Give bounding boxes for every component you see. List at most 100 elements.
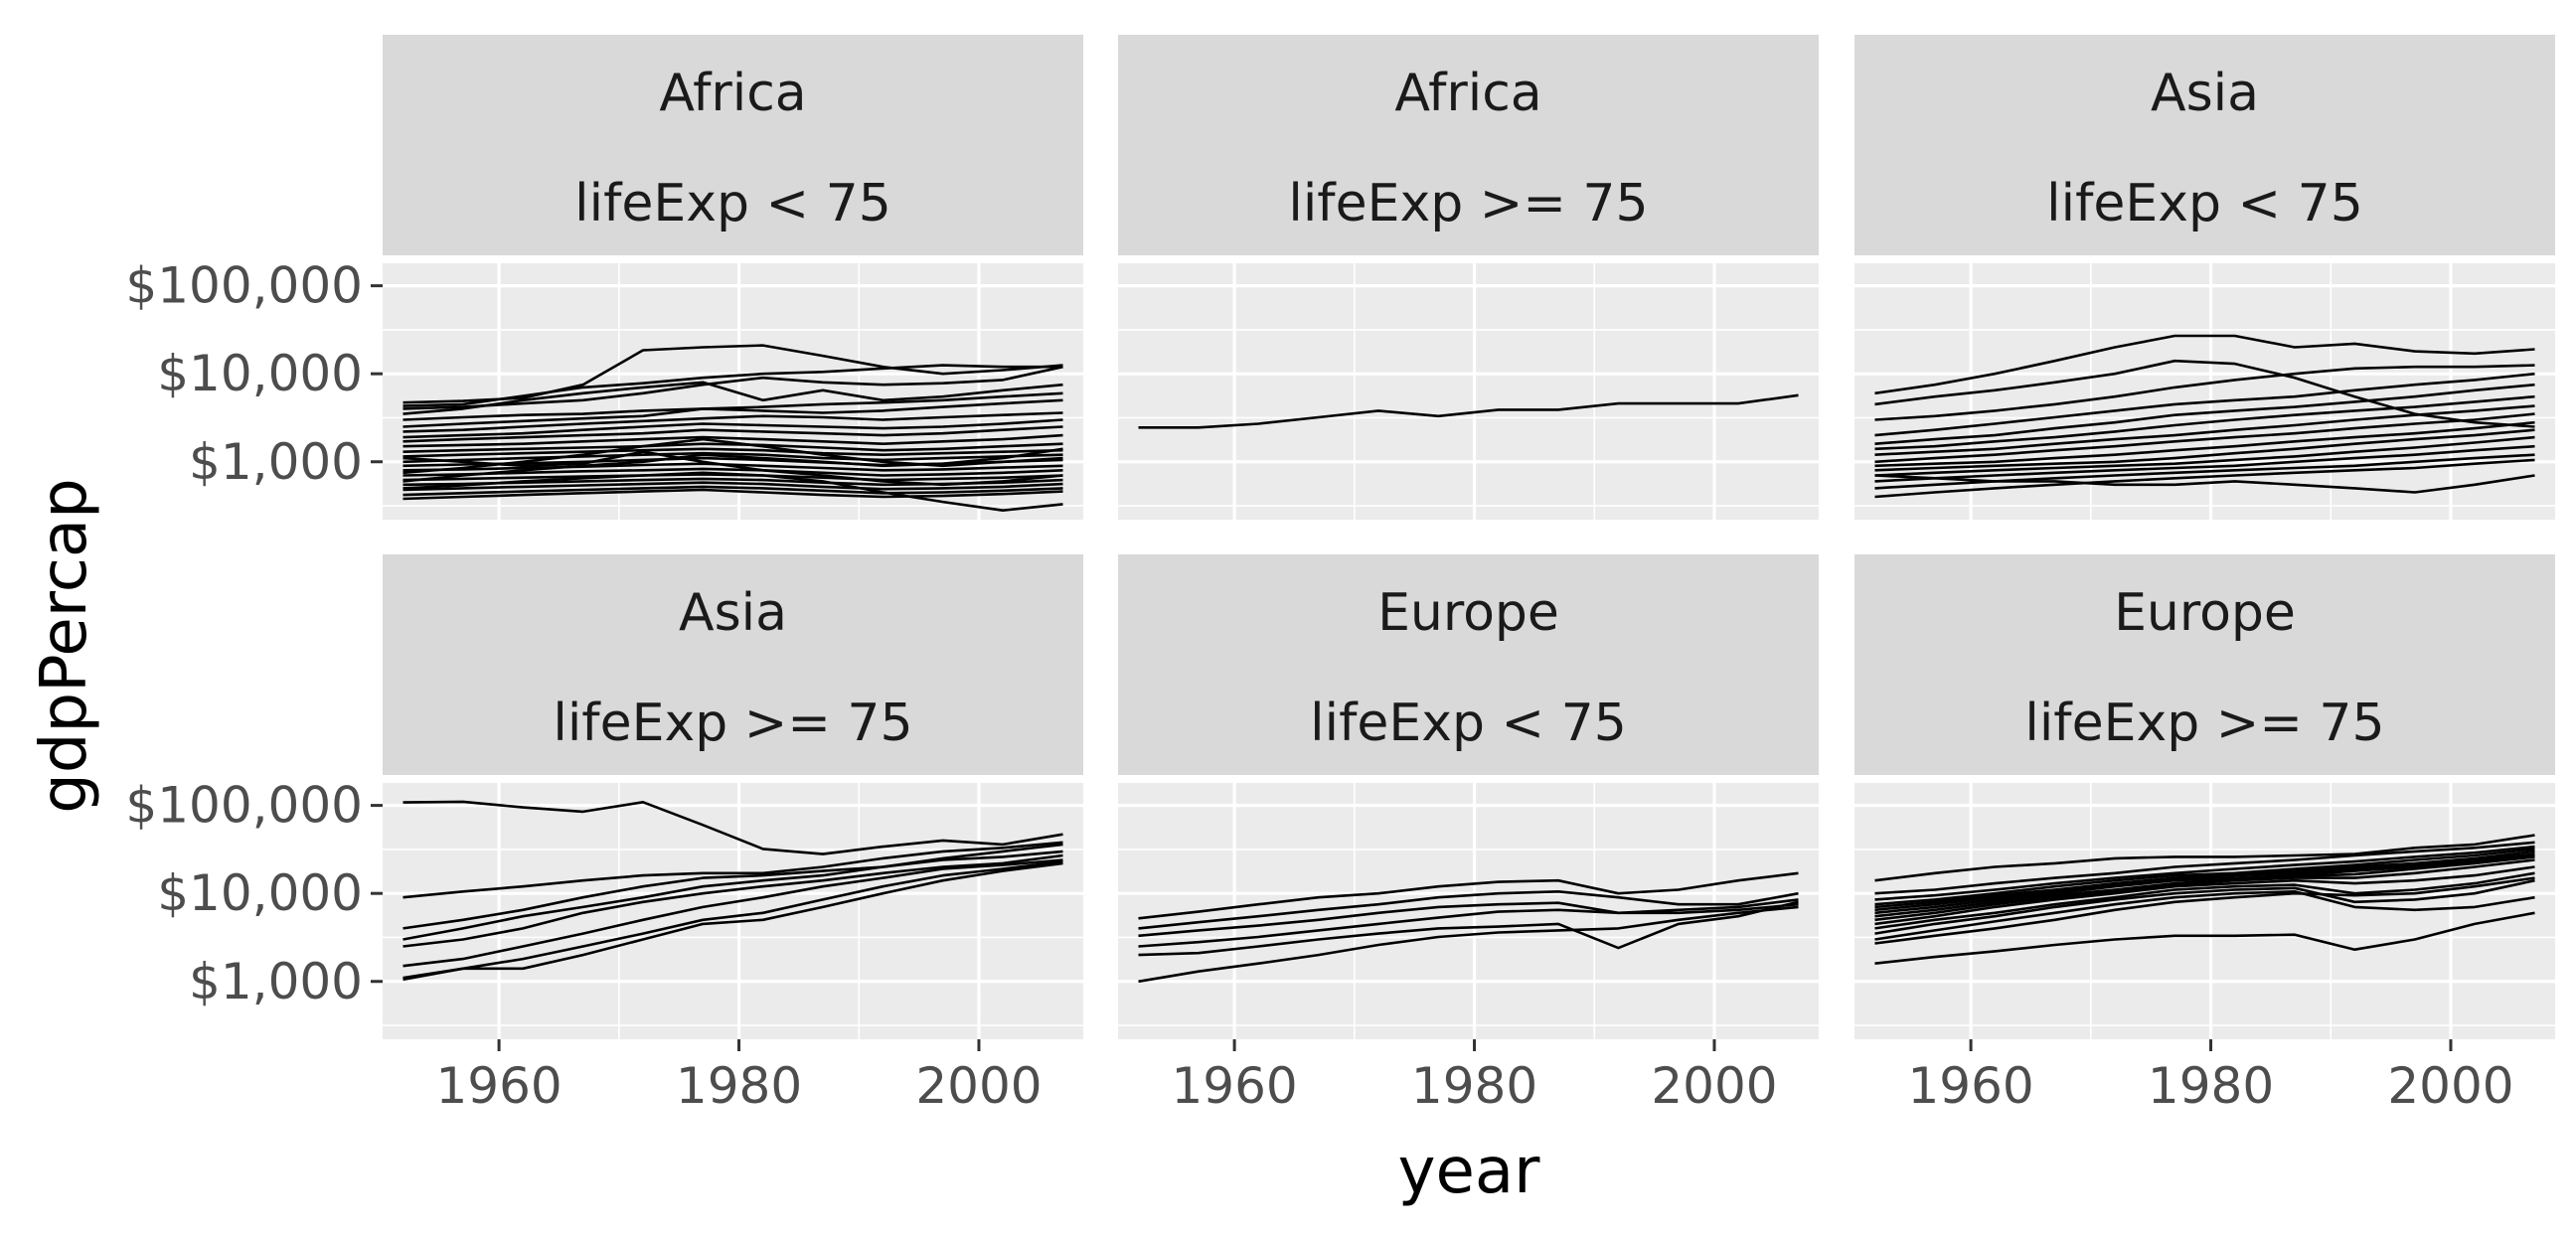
series-line-4	[402, 850, 1063, 941]
series-line-10	[402, 433, 1063, 448]
series-line-3	[1874, 845, 2535, 901]
series-line-14	[1874, 876, 2535, 945]
series-line-16	[402, 467, 1063, 477]
series-line-2	[1874, 841, 2535, 895]
series-line-12	[1874, 878, 2535, 935]
series-line-11	[1874, 871, 2535, 930]
series-line-6	[1874, 394, 2535, 451]
facet-panel-6: Europe lifeExp >= 75	[1850, 554, 2555, 1039]
y-tick-label: $10,000	[157, 345, 363, 402]
series-line-9	[1874, 858, 2535, 922]
series-line-24	[402, 437, 1063, 475]
series-line-4	[1874, 848, 2535, 906]
series-group	[1874, 834, 2535, 965]
series-line-7	[1874, 853, 2535, 915]
x-tick-label: 2000	[1651, 1057, 1777, 1115]
series-line-13	[402, 451, 1063, 464]
series-line-8	[402, 418, 1063, 439]
series-line-4	[402, 381, 1063, 415]
series-line-5	[1138, 900, 1799, 957]
series-line-9	[402, 425, 1063, 443]
series-line-14	[1874, 458, 2535, 499]
facet-panel-2: Africa lifeExp >= 75	[1113, 35, 1819, 520]
series-line-3	[402, 365, 1063, 410]
x-axes: 1960 1980 2000 1960 1980 2000 1960 1980 2000	[435, 1039, 2514, 1115]
series-line-2	[402, 841, 1063, 899]
x-axis-title: year	[1398, 1135, 1540, 1208]
series-line-3	[1138, 898, 1799, 938]
facet-strip-label-2: lifeExp >= 75	[2024, 694, 2384, 753]
facet-strip-label-1: Asia	[679, 583, 787, 643]
facet-strip-label-2: lifeExp < 75	[574, 174, 891, 233]
series-line-1	[402, 800, 1063, 855]
series-group	[1138, 393, 1799, 429]
series-line-10	[1874, 428, 2535, 472]
series-line-4	[1138, 902, 1799, 948]
x-tick-label: 1960	[435, 1057, 562, 1115]
x-tick-label: 1980	[676, 1057, 802, 1115]
facet-strip-bg	[383, 554, 1083, 775]
facet-panel-4: Asia lifeExp >= 75	[378, 554, 1083, 1039]
series-line-21	[402, 488, 1063, 501]
x-tick-label: 1980	[2148, 1057, 2274, 1115]
facet-strip-bg	[1118, 554, 1819, 775]
facet-panel-1: Africa lifeExp < 75	[378, 35, 1083, 520]
series-line-11	[1874, 435, 2535, 477]
x-tick-label: 2000	[2387, 1057, 2513, 1115]
series-line-6	[1874, 852, 2535, 912]
series-line-20	[402, 485, 1063, 497]
series-group	[402, 344, 1063, 513]
series-line-2	[402, 364, 1063, 407]
facet-strip-label-1: Europe	[1377, 583, 1559, 643]
y-axes: $1,000 $10,000 $100,000 $1,000 $10,000 $100,0…	[125, 257, 383, 1010]
x-tick-label: 1960	[1907, 1057, 2033, 1115]
series-line-25	[402, 447, 1063, 483]
y-tick-label: $1,000	[189, 953, 363, 1010]
series-line-7	[1874, 404, 2535, 456]
y-tick-label: $100,000	[125, 777, 363, 835]
facet-strip-label-1: Africa	[659, 64, 806, 123]
series-line-12	[402, 447, 1063, 458]
facet-strip-bg	[1854, 554, 2555, 775]
series-line-15	[1874, 911, 2535, 965]
series-line-5	[1874, 383, 2535, 445]
y-tick-label: $100,000	[125, 257, 363, 315]
facet-strip-bg	[383, 35, 1083, 255]
x-tick-label: 1960	[1171, 1057, 1297, 1115]
series-line-7	[402, 411, 1063, 433]
facet-strip-label-1: Europe	[2114, 583, 2296, 643]
y-tick-label: $10,000	[157, 864, 363, 922]
series-line-1	[1874, 334, 2535, 395]
series-line-5	[402, 391, 1063, 421]
series-line-5	[402, 853, 1063, 948]
series-line-19	[402, 481, 1063, 492]
series-line-1	[1874, 834, 2535, 882]
facet-strip-label-1: Africa	[1394, 64, 1541, 123]
x-tick-label: 2000	[915, 1057, 1042, 1115]
x-tick-label: 1980	[1411, 1057, 1537, 1115]
facet-panel-5: Europe lifeExp < 75	[1113, 554, 1819, 1039]
facet-strip-bg	[1118, 35, 1819, 255]
series-line-22	[402, 471, 1063, 513]
series-line-7	[402, 859, 1063, 980]
facet-strip-bg	[1854, 35, 2555, 255]
series-line-15	[1874, 474, 2535, 494]
y-tick-label: $1,000	[189, 433, 363, 491]
facet-strip-label-2: lifeExp >= 75	[553, 694, 912, 753]
series-group	[402, 800, 1063, 982]
series-line-8	[1874, 855, 2535, 918]
series-line-8	[1874, 412, 2535, 464]
series-line-13	[1874, 889, 2535, 941]
series-line-3	[1874, 364, 2535, 421]
y-axis-title: gdpPercap	[28, 478, 101, 814]
series-group	[1874, 334, 2535, 499]
series-line-1	[1138, 393, 1799, 429]
series-line-6	[402, 858, 1063, 968]
facet-panel-3: Asia lifeExp < 75	[1850, 35, 2555, 520]
series-line-1	[1138, 871, 1799, 920]
series-line-12	[1874, 444, 2535, 483]
series-line-4	[1874, 372, 2535, 437]
facet-strip-label-2: lifeExp < 75	[1310, 694, 1627, 753]
series-line-8	[402, 861, 1063, 982]
